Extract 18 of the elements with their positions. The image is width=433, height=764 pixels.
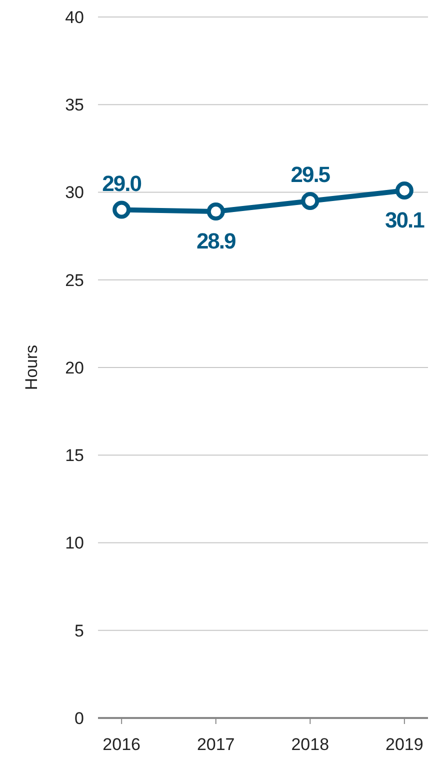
y-tick-label: 25 xyxy=(65,270,84,290)
y-tick-label: 10 xyxy=(65,534,84,553)
x-tick-label: 2018 xyxy=(291,735,330,754)
y-axis-title: Hours xyxy=(22,344,41,390)
x-tick-label: 2019 xyxy=(386,735,424,754)
x-tick-label: 2016 xyxy=(102,735,140,754)
y-tick-label: 0 xyxy=(74,708,84,728)
y-tick-label: 5 xyxy=(74,621,84,640)
x-tick-label: 2017 xyxy=(196,735,235,754)
data-label: 29.5 xyxy=(290,162,330,188)
data-label: 29.0 xyxy=(102,170,142,196)
y-tick-label: 35 xyxy=(65,96,84,115)
data-label: 30.1 xyxy=(385,207,425,232)
data-label: 28.9 xyxy=(196,228,236,254)
y-tick-label: 30 xyxy=(65,183,84,202)
y-tick-label: 20 xyxy=(65,358,84,378)
y-tick-label: 40 xyxy=(65,8,84,27)
y-tick-label: 15 xyxy=(65,446,84,466)
